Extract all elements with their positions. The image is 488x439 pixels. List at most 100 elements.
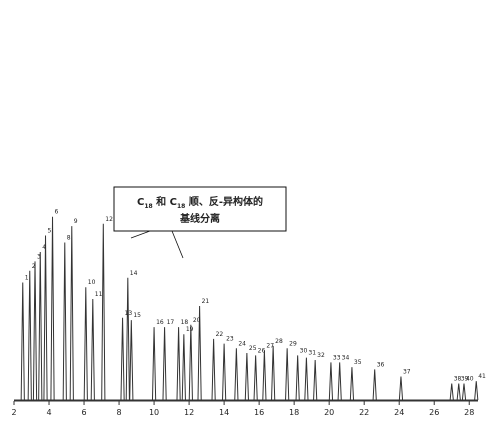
peak-label-12: 12 <box>105 216 113 223</box>
peak-label-14: 14 <box>130 270 138 277</box>
peak-27 <box>262 350 267 401</box>
x-axis-ticks: 2 4 6 8 10 12 14 16 18 20 22 24 26 28 <box>11 401 474 417</box>
peak-label-23: 23 <box>226 336 234 343</box>
peak-36 <box>372 369 377 401</box>
peak-37 <box>398 376 404 401</box>
peak-label-38: 38 <box>454 376 462 383</box>
x-tick-label: 24 <box>394 408 404 417</box>
peak-6 <box>50 216 55 401</box>
peak-label-27: 27 <box>266 343 274 350</box>
peak-label-2: 2 <box>32 263 36 270</box>
peak-8 <box>62 242 67 401</box>
peak-label-29: 29 <box>289 340 297 347</box>
peak-28 <box>271 345 276 401</box>
peak-3 <box>32 261 38 401</box>
peak-14 <box>125 277 130 401</box>
x-tick-label: 12 <box>184 408 194 417</box>
peak-label-26: 26 <box>258 347 266 354</box>
peak-label-11: 11 <box>95 291 103 298</box>
peak-18 <box>176 327 181 401</box>
peak-label-15: 15 <box>133 312 141 319</box>
peak-label-40: 40 <box>466 376 474 383</box>
peak-label-9: 9 <box>74 218 78 225</box>
x-tick-label: 2 <box>11 408 16 417</box>
peak-24 <box>234 348 239 401</box>
peak-5 <box>43 235 48 401</box>
peak-30 <box>295 355 300 401</box>
x-tick-label: 8 <box>117 408 122 417</box>
peak-32 <box>313 360 318 401</box>
peak-15 <box>129 320 134 401</box>
peak-29 <box>285 348 290 401</box>
x-tick-label: 10 <box>149 408 159 417</box>
peak-label-37: 37 <box>403 369 411 376</box>
callout-box <box>113 186 287 232</box>
peak-17 <box>162 327 167 401</box>
x-tick-label: 22 <box>359 408 369 417</box>
peak-9 <box>69 226 74 401</box>
peak-label-6: 6 <box>55 209 59 216</box>
callout-line-1: C18 和 C18 顺、反-异构体的 <box>137 195 263 210</box>
peak-label-24: 24 <box>238 340 246 347</box>
peak-16 <box>151 327 157 401</box>
peak-33 <box>328 362 334 401</box>
peak-series <box>20 216 479 401</box>
peak-label-17: 17 <box>167 319 175 326</box>
peak-label-16: 16 <box>156 319 164 326</box>
peak-31 <box>304 357 309 401</box>
peak-19 <box>181 334 186 401</box>
peak-38 <box>449 383 454 401</box>
peak-13 <box>120 317 125 401</box>
peak-label-4: 4 <box>42 244 46 251</box>
peak-25 <box>244 352 249 401</box>
callout-pointer-right <box>171 230 184 259</box>
x-tick-label: 14 <box>219 408 229 417</box>
peak-label-34: 34 <box>342 354 350 361</box>
peak-10 <box>83 287 88 401</box>
peak-label-19: 19 <box>186 326 194 333</box>
peak-21 <box>197 305 202 401</box>
peak-40 <box>461 383 467 401</box>
peak-label-18: 18 <box>181 319 189 326</box>
peak-39 <box>456 383 461 401</box>
peak-label-3: 3 <box>37 253 41 260</box>
peak-label-36: 36 <box>377 361 385 368</box>
peak-label-1: 1 <box>25 275 29 282</box>
peak-2 <box>27 270 32 401</box>
peak-label-28: 28 <box>275 338 283 345</box>
peak-label-30: 30 <box>300 347 308 354</box>
peak-label-31: 31 <box>308 350 316 357</box>
peak-11 <box>90 298 95 401</box>
callout-pointer-left <box>130 230 151 239</box>
peak-35 <box>349 367 355 401</box>
peak-label-41: 41 <box>478 373 486 380</box>
peak-label-22: 22 <box>216 331 224 338</box>
callout-line-2: 基线分离 <box>179 212 220 225</box>
peak-label-32: 32 <box>317 352 325 359</box>
peak-label-21: 21 <box>202 298 210 305</box>
peak-12 <box>101 223 106 401</box>
peak-label-25: 25 <box>249 345 257 352</box>
x-tick-label: 26 <box>429 408 439 417</box>
peak-label-35: 35 <box>354 359 362 366</box>
peak-1 <box>20 282 25 401</box>
plot-area: 2 4 6 8 10 12 14 16 18 20 22 24 26 28 123456891011121… <box>11 209 486 417</box>
peak-label-39: 39 <box>461 376 469 383</box>
peak-22 <box>211 338 216 401</box>
peak-label-13: 13 <box>125 310 133 317</box>
x-tick-label: 18 <box>289 408 299 417</box>
peak-26 <box>253 355 258 401</box>
x-tick-label: 28 <box>464 408 474 417</box>
peak-41 <box>474 381 479 401</box>
peak-20 <box>188 324 193 401</box>
peak-label-33: 33 <box>333 354 341 361</box>
x-tick-label: 20 <box>324 408 334 417</box>
peak-4 <box>38 251 43 401</box>
peak-label-10: 10 <box>88 279 96 286</box>
peak-23 <box>222 343 227 401</box>
peak-label-20: 20 <box>193 317 201 324</box>
peak-label-8: 8 <box>67 235 71 242</box>
x-tick-label: 4 <box>46 408 51 417</box>
